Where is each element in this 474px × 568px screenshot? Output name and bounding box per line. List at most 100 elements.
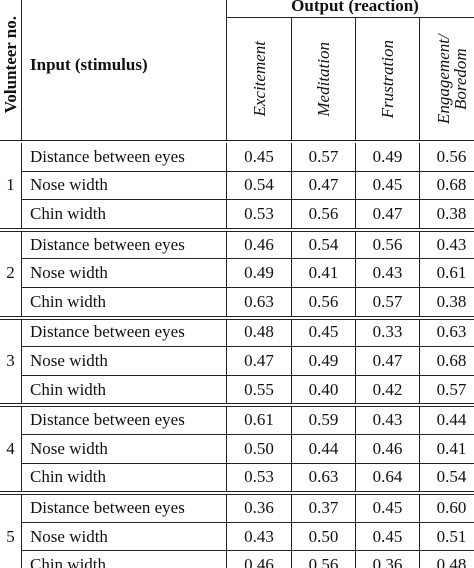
input-cell: Nose width [22,347,227,376]
input-cell: Nose width [22,522,227,552]
value-cell-text: 0.38 [436,291,467,311]
value-cell-text: 0.53 [244,467,274,487]
value-cell: 0.44 [420,406,474,435]
value-cell: 0.47 [356,347,420,376]
input-cell-text: Chin width [30,555,107,568]
value-cell: 0.33 [356,318,420,348]
input-cell-text: Nose width [30,350,108,370]
value-cell: 0.57 [420,376,474,405]
group-separator [0,404,474,408]
value-cell-text: 0.57 [308,146,339,166]
value-cell-text: 0.53 [244,203,274,223]
value-cell-text: 0.40 [308,379,339,399]
value-cell: 0.63 [227,288,292,317]
value-cell: 0.64 [356,463,420,493]
value-cell-text: 0.60 [436,497,467,517]
value-cell-text: 0.56 [308,203,339,223]
value-cell: 0.56 [420,143,474,172]
value-cell: 0.48 [227,318,292,348]
input-cell: Chin width [22,200,227,229]
value-cell: 0.48 [420,551,474,568]
output-column-header-text: Frustration [378,39,397,119]
value-cell: 0.46 [356,435,420,464]
input-cell-text: Distance between eyes [30,146,185,166]
value-cell: 0.41 [420,435,474,464]
value-cell-text: 0.38 [436,203,467,223]
value-cell: 0.56 [292,551,356,568]
value-cell: 0.43 [356,406,420,435]
output-column-header-text: Excitement [249,41,269,117]
output-column-header: Excitement [227,18,292,141]
value-cell: 0.38 [420,288,474,317]
volunteer-header-text: Volunteer no. [1,16,20,114]
value-cell-text: 0.33 [372,322,403,342]
volunteer-number: 2 [0,230,22,317]
output-header-text: Output (reaction) [291,0,419,15]
value-cell: 0.47 [227,347,292,376]
value-cell: 0.46 [227,230,292,260]
group-separator [0,317,474,320]
output-column-header: Frustration [356,18,420,141]
value-cell-text: 0.50 [308,526,339,546]
value-cell-text: 0.54 [308,234,339,254]
value-cell-text: 0.48 [244,322,274,342]
value-cell: 0.37 [292,494,356,523]
value-cell: 0.41 [292,259,356,288]
value-cell: 0.49 [292,347,356,376]
value-cell: 0.43 [227,522,292,552]
input-header-text: Input (stimulus) [30,55,148,74]
value-cell: 0.40 [292,375,356,405]
value-cell: 0.36 [356,551,420,568]
value-cell-text: 0.47 [372,203,403,223]
value-cell-text: 0.54 [244,175,274,195]
value-cell: 0.54 [292,230,356,260]
value-cell-text: 0.56 [436,146,467,166]
value-cell-text: 0.46 [244,555,274,568]
value-cell-text: 0.68 [436,350,467,370]
value-cell-text: 0.64 [372,467,403,487]
value-cell: 0.43 [420,231,474,260]
value-cell: 0.63 [292,463,356,493]
value-cell: 0.38 [420,200,474,229]
value-cell-text: 0.46 [372,438,403,458]
input-cell: Distance between eyes [22,494,227,523]
input-cell-text: Nose width [30,526,108,546]
value-cell: 0.36 [227,494,292,523]
output-column-header-text: Engagement/ Boredom [433,34,470,124]
value-cell-text: 0.44 [436,410,467,430]
input-header: Input (stimulus) [22,0,227,141]
value-cell-text: 0.43 [372,263,403,283]
input-cell-text: Distance between eyes [30,410,185,430]
value-cell-text: 0.41 [436,438,467,458]
value-cell: 0.53 [227,200,292,229]
value-cell: 0.57 [356,288,420,317]
volunteer-number-text: 4 [6,438,15,458]
input-cell-text: Chin width [30,467,107,487]
input-cell: Distance between eyes [22,406,227,435]
value-cell-text: 0.45 [372,526,403,546]
value-cell: 0.59 [292,406,356,435]
volunteer-number-text: 2 [6,263,15,283]
volunteer-number-text: 3 [6,350,15,370]
value-cell: 0.56 [292,200,356,229]
value-cell-text: 0.37 [308,497,339,517]
value-cell-text: 0.56 [308,555,339,568]
value-cell-text: 0.44 [308,438,339,458]
input-cell: Nose width [22,435,227,464]
value-cell: 0.54 [420,464,474,493]
volunteer-number: 5 [0,494,22,568]
value-cell: 0.45 [356,494,420,523]
value-cell-text: 0.61 [436,263,467,283]
value-cell: 0.49 [356,143,420,172]
input-cell-text: Nose width [30,263,108,283]
value-cell: 0.45 [227,143,292,172]
input-cell: Distance between eyes [22,318,227,348]
value-cell-text: 0.36 [372,555,403,568]
value-cell-text: 0.49 [372,146,403,166]
value-cell-text: 0.61 [244,410,274,430]
input-cell-text: Chin width [30,291,107,311]
value-cell-text: 0.41 [308,263,339,283]
input-cell-text: Nose width [30,438,108,458]
value-cell: 0.50 [292,522,356,552]
value-cell-text: 0.57 [436,379,467,399]
